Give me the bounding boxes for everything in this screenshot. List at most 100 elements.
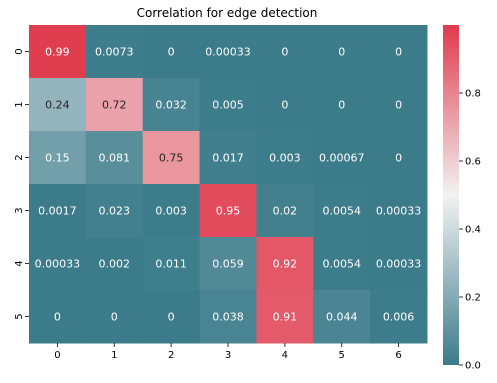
colorbar: 0.0 0.2 0.4 0.6 0.8 <box>443 25 481 372</box>
x-tick-label: 1 <box>111 350 117 361</box>
heatmap-cell <box>370 78 428 132</box>
heatmap-cell-label: 0.081 <box>99 152 131 165</box>
x-tick-label: 0 <box>54 350 60 361</box>
heatmap-cell <box>370 131 428 185</box>
heatmap-cell <box>199 25 257 79</box>
heatmap-cell <box>199 184 257 238</box>
colorbar-tick-label: 0.4 <box>465 225 481 236</box>
heatmap-cell <box>370 237 428 291</box>
heatmap-cell-label: 0.003 <box>269 152 301 165</box>
heatmap-cell <box>142 131 201 185</box>
heatmap-cell-label: 0.002 <box>99 258 131 271</box>
heatmap-cell <box>199 237 257 291</box>
heatmap-cell <box>199 78 257 132</box>
heatmap-cell-label: 0.75 <box>159 152 184 165</box>
x-tick-label: 5 <box>339 350 345 361</box>
x-tick-label: 2 <box>168 350 174 361</box>
heatmap-cell <box>29 25 87 79</box>
heatmap-cell-label: 0 <box>395 99 402 112</box>
heatmap-cell <box>313 237 371 291</box>
heatmap-cells <box>29 25 428 344</box>
heatmap-cell-labels: 0.99 0.0073 0 0.00033 0 0 0 0.24 0.72 0.032 0.005 0… <box>35 46 422 324</box>
heatmap-cell-label: 0.0054 <box>322 205 361 218</box>
heatmap-cell <box>142 78 201 132</box>
heatmap-cell <box>256 290 314 344</box>
heatmap-cell <box>29 237 87 291</box>
y-tick-label: 3 <box>14 207 25 213</box>
heatmap-cell-label: 0.24 <box>45 99 70 112</box>
x-tick-label: 4 <box>282 350 288 361</box>
heatmap-cell-label: 0.72 <box>102 99 127 112</box>
heatmap-cell <box>29 131 87 185</box>
heatmap-cell-label: 0.00067 <box>319 152 365 165</box>
heatmap-cell <box>256 237 314 291</box>
heatmap-cell-label: 0.00033 <box>205 46 251 59</box>
heatmap-cell <box>142 25 201 79</box>
heatmap-cell-label: 0 <box>168 46 175 59</box>
heatmap-cell-label: 0 <box>395 152 402 165</box>
heatmap-cell-label: 0.00033 <box>376 205 422 218</box>
heatmap-cell-label: 0.95 <box>216 205 241 218</box>
heatmap-cell <box>85 184 144 238</box>
colorbar-tick-label: 0.6 <box>465 157 481 168</box>
heatmap-cell-label: 0.038 <box>212 311 244 324</box>
heatmap-cell <box>370 290 428 344</box>
heatmap-cell-label: 0.011 <box>155 258 187 271</box>
heatmap-cell <box>29 290 87 344</box>
heatmap-cell-label: 0.059 <box>212 258 244 271</box>
colorbar-tick-label: 0.0 <box>465 361 481 372</box>
heatmap-cell-label: 0 <box>338 46 345 59</box>
heatmap-cell <box>313 290 371 344</box>
heatmap-cell-label: 0.006 <box>383 311 415 324</box>
heatmap-cell <box>256 78 314 132</box>
y-tick-label: 4 <box>14 260 25 266</box>
y-tick-label: 1 <box>14 101 25 107</box>
heatmap-cell-label: 0 <box>54 311 61 324</box>
heatmap-cell <box>29 184 87 238</box>
heatmap-cell-label: 0 <box>111 311 118 324</box>
heatmap-cell-label: 0 <box>168 311 175 324</box>
y-axis-ticks: 0 1 2 3 4 5 <box>14 48 29 320</box>
colorbar-tick-label: 0.8 <box>465 89 481 100</box>
heatmap-cell <box>313 184 371 238</box>
heatmap-cell-label: 0.00033 <box>376 258 422 271</box>
heatmap-cell <box>85 131 144 185</box>
heatmap-cell-label: 0.032 <box>155 99 187 112</box>
heatmap-cell <box>85 25 144 79</box>
colorbar-tick-label: 0.2 <box>465 293 481 304</box>
heatmap-cell-label: 0.017 <box>212 152 244 165</box>
heatmap-cell-label: 0.91 <box>273 311 298 324</box>
heatmap-cell-label: 0.00033 <box>35 258 81 271</box>
heatmap-cell-label: 0 <box>395 46 402 59</box>
heatmap-cell-label: 0.023 <box>99 205 131 218</box>
heatmap-cell-label: 0.99 <box>45 46 70 59</box>
heatmap-cell <box>313 131 371 185</box>
heatmap-cell <box>29 78 87 132</box>
y-tick-label: 0 <box>14 48 25 54</box>
heatmap-cell <box>313 78 371 132</box>
heatmap-cell-label: 0.0073 <box>95 46 134 59</box>
x-tick-label: 6 <box>395 350 401 361</box>
heatmap-cell-label: 0.005 <box>212 99 244 112</box>
heatmap-cell <box>142 237 201 291</box>
heatmap-cell-label: 0.003 <box>155 205 187 218</box>
heatmap-cell <box>370 25 428 79</box>
x-axis-ticks: 0 1 2 3 4 5 6 <box>54 343 402 361</box>
y-tick-label: 2 <box>14 154 25 160</box>
heatmap-cell-label: 0.0054 <box>322 258 361 271</box>
heatmap-cell <box>142 290 201 344</box>
heatmap-cell-label: 0.0017 <box>38 205 77 218</box>
heatmap-cell <box>256 131 314 185</box>
heatmap-cell-label: 0.044 <box>326 311 358 324</box>
heatmap-cell <box>85 290 144 344</box>
heatmap-cell-label: 0 <box>281 99 288 112</box>
y-tick-label: 5 <box>14 313 25 319</box>
heatmap-cell-label: 0.92 <box>273 258 298 271</box>
heatmap-cell <box>199 290 257 344</box>
heatmap-cell <box>370 184 428 238</box>
heatmap-cell <box>142 184 201 238</box>
heatmap-cell <box>85 78 144 132</box>
heatmap-cell <box>256 25 314 79</box>
